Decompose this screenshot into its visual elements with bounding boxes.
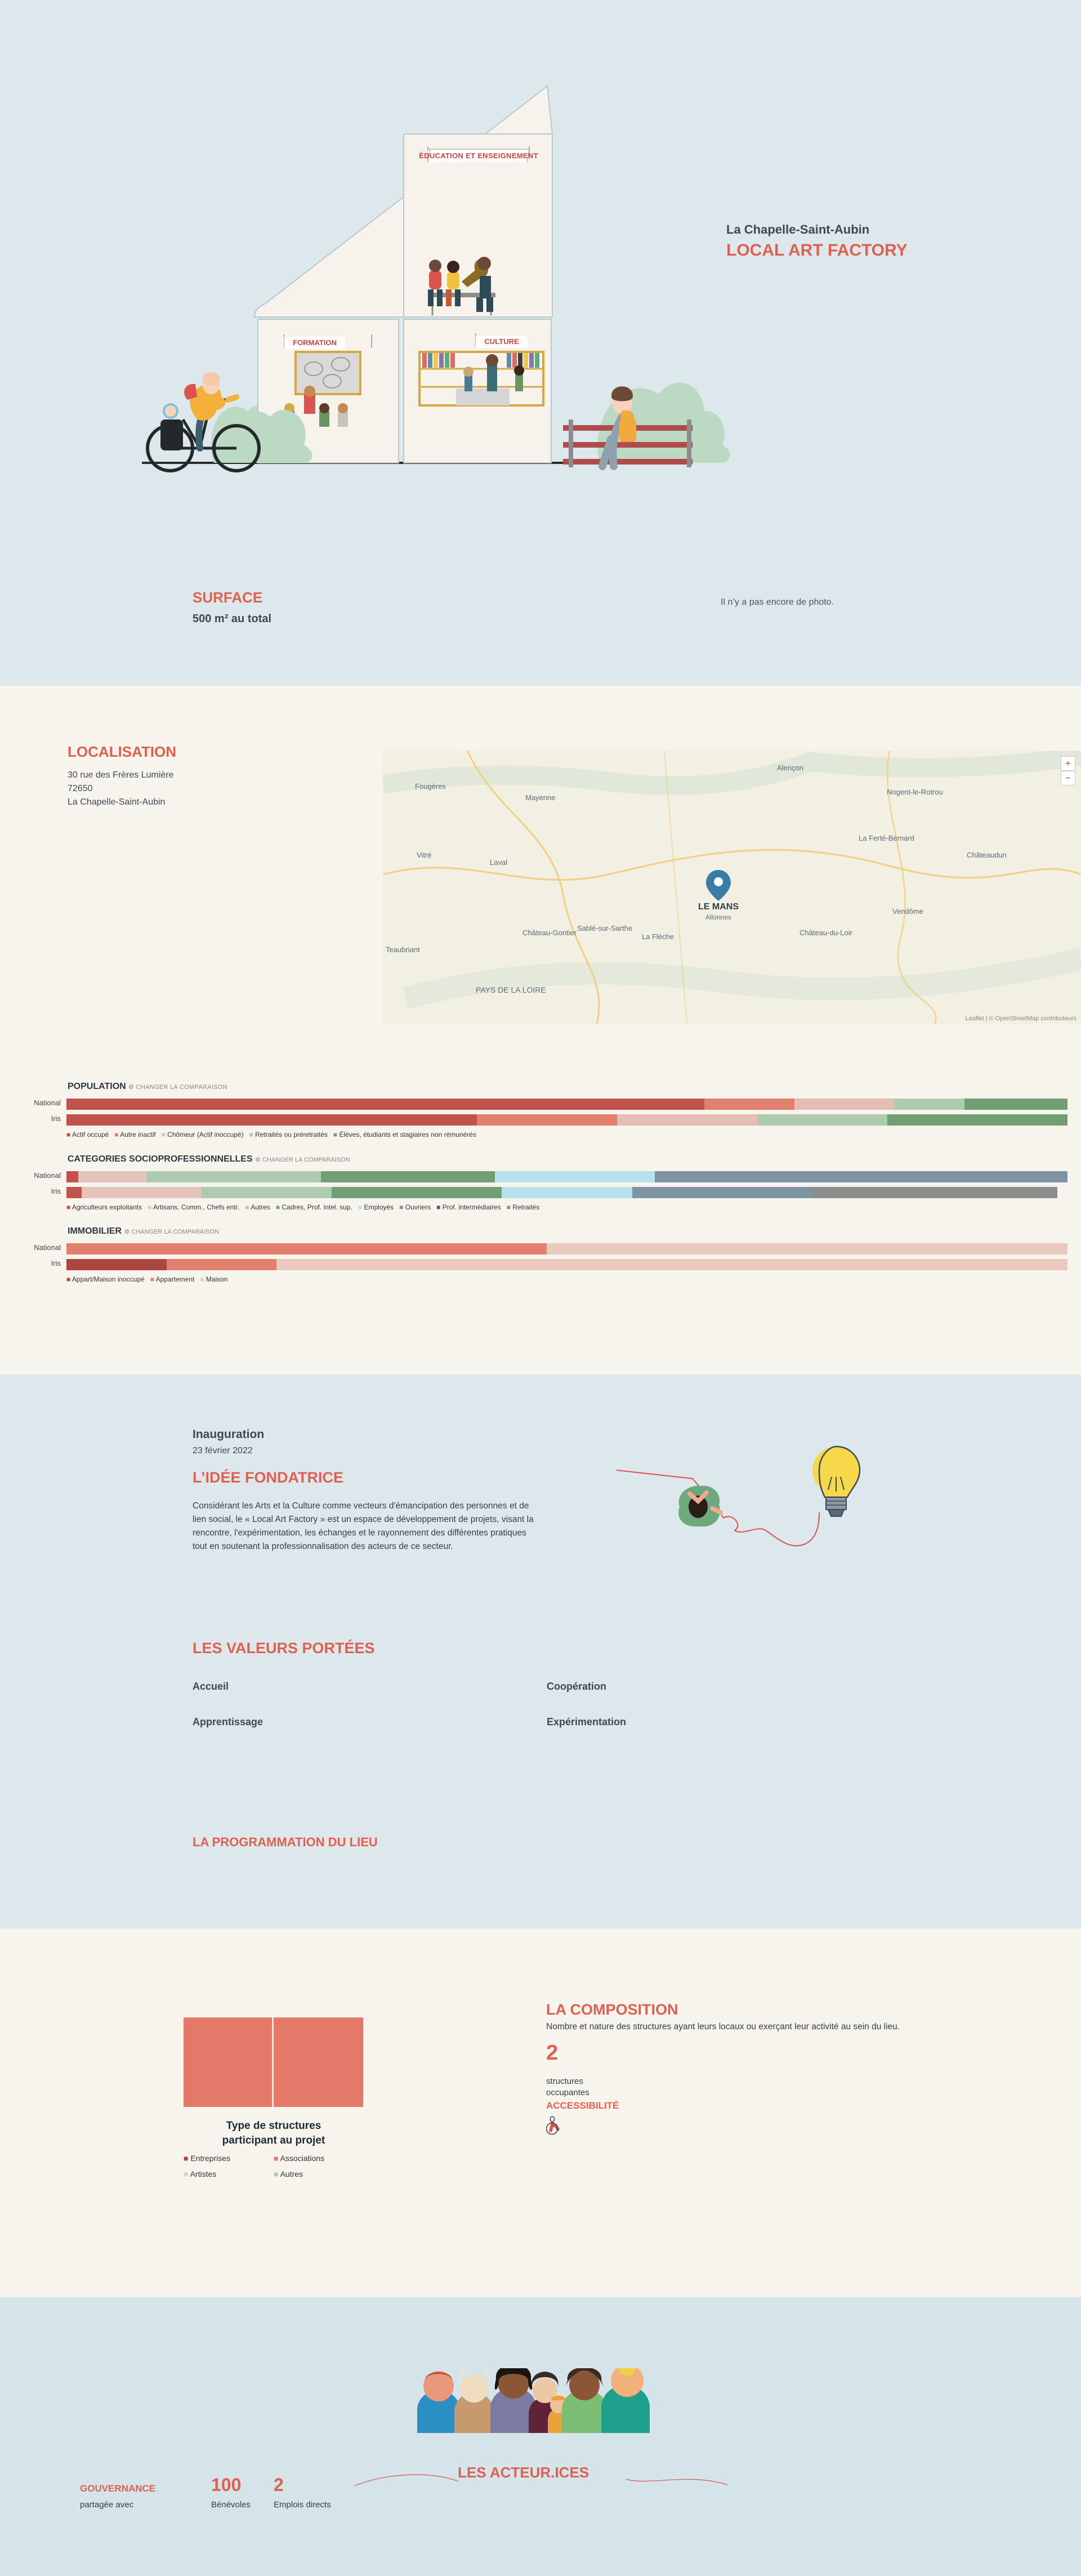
svg-text:Laval: Laval [490, 858, 507, 867]
svg-text:Vitré: Vitré [417, 851, 432, 859]
svg-text:CULTURE: CULTURE [484, 337, 519, 346]
svg-text:Château-Gontier: Château-Gontier [522, 928, 577, 937]
svg-text:Châteaudun: Châteaudun [967, 851, 1007, 859]
svg-text:Teaubriant: Teaubriant [386, 945, 420, 954]
svg-text:Vendôme: Vendôme [892, 907, 923, 916]
svg-text:La Ferté-Bernard: La Ferté-Bernard [859, 834, 914, 842]
svg-text:LE MANS: LE MANS [698, 902, 739, 912]
svg-text:Château-du-Loir: Château-du-Loir [799, 928, 853, 937]
svg-text:FORMATION: FORMATION [293, 338, 337, 347]
svg-text:Fougères: Fougères [415, 782, 446, 791]
svg-text:La Flèche: La Flèche [642, 932, 674, 941]
svg-text:Allonnes: Allonnes [705, 913, 731, 921]
svg-text:Alençon: Alençon [777, 764, 803, 772]
svg-text:ÉDUCATION ET ENSEIGNEMENT: ÉDUCATION ET ENSEIGNEMENT [419, 151, 538, 160]
svg-text:PAYS DE LA LOIRE: PAYS DE LA LOIRE [476, 985, 546, 994]
svg-text:Sablé-sur-Sarthe: Sablé-sur-Sarthe [577, 924, 632, 932]
svg-text:Mayenne: Mayenne [525, 793, 555, 802]
svg-text:Nogent-le-Rotrou: Nogent-le-Rotrou [887, 788, 943, 796]
